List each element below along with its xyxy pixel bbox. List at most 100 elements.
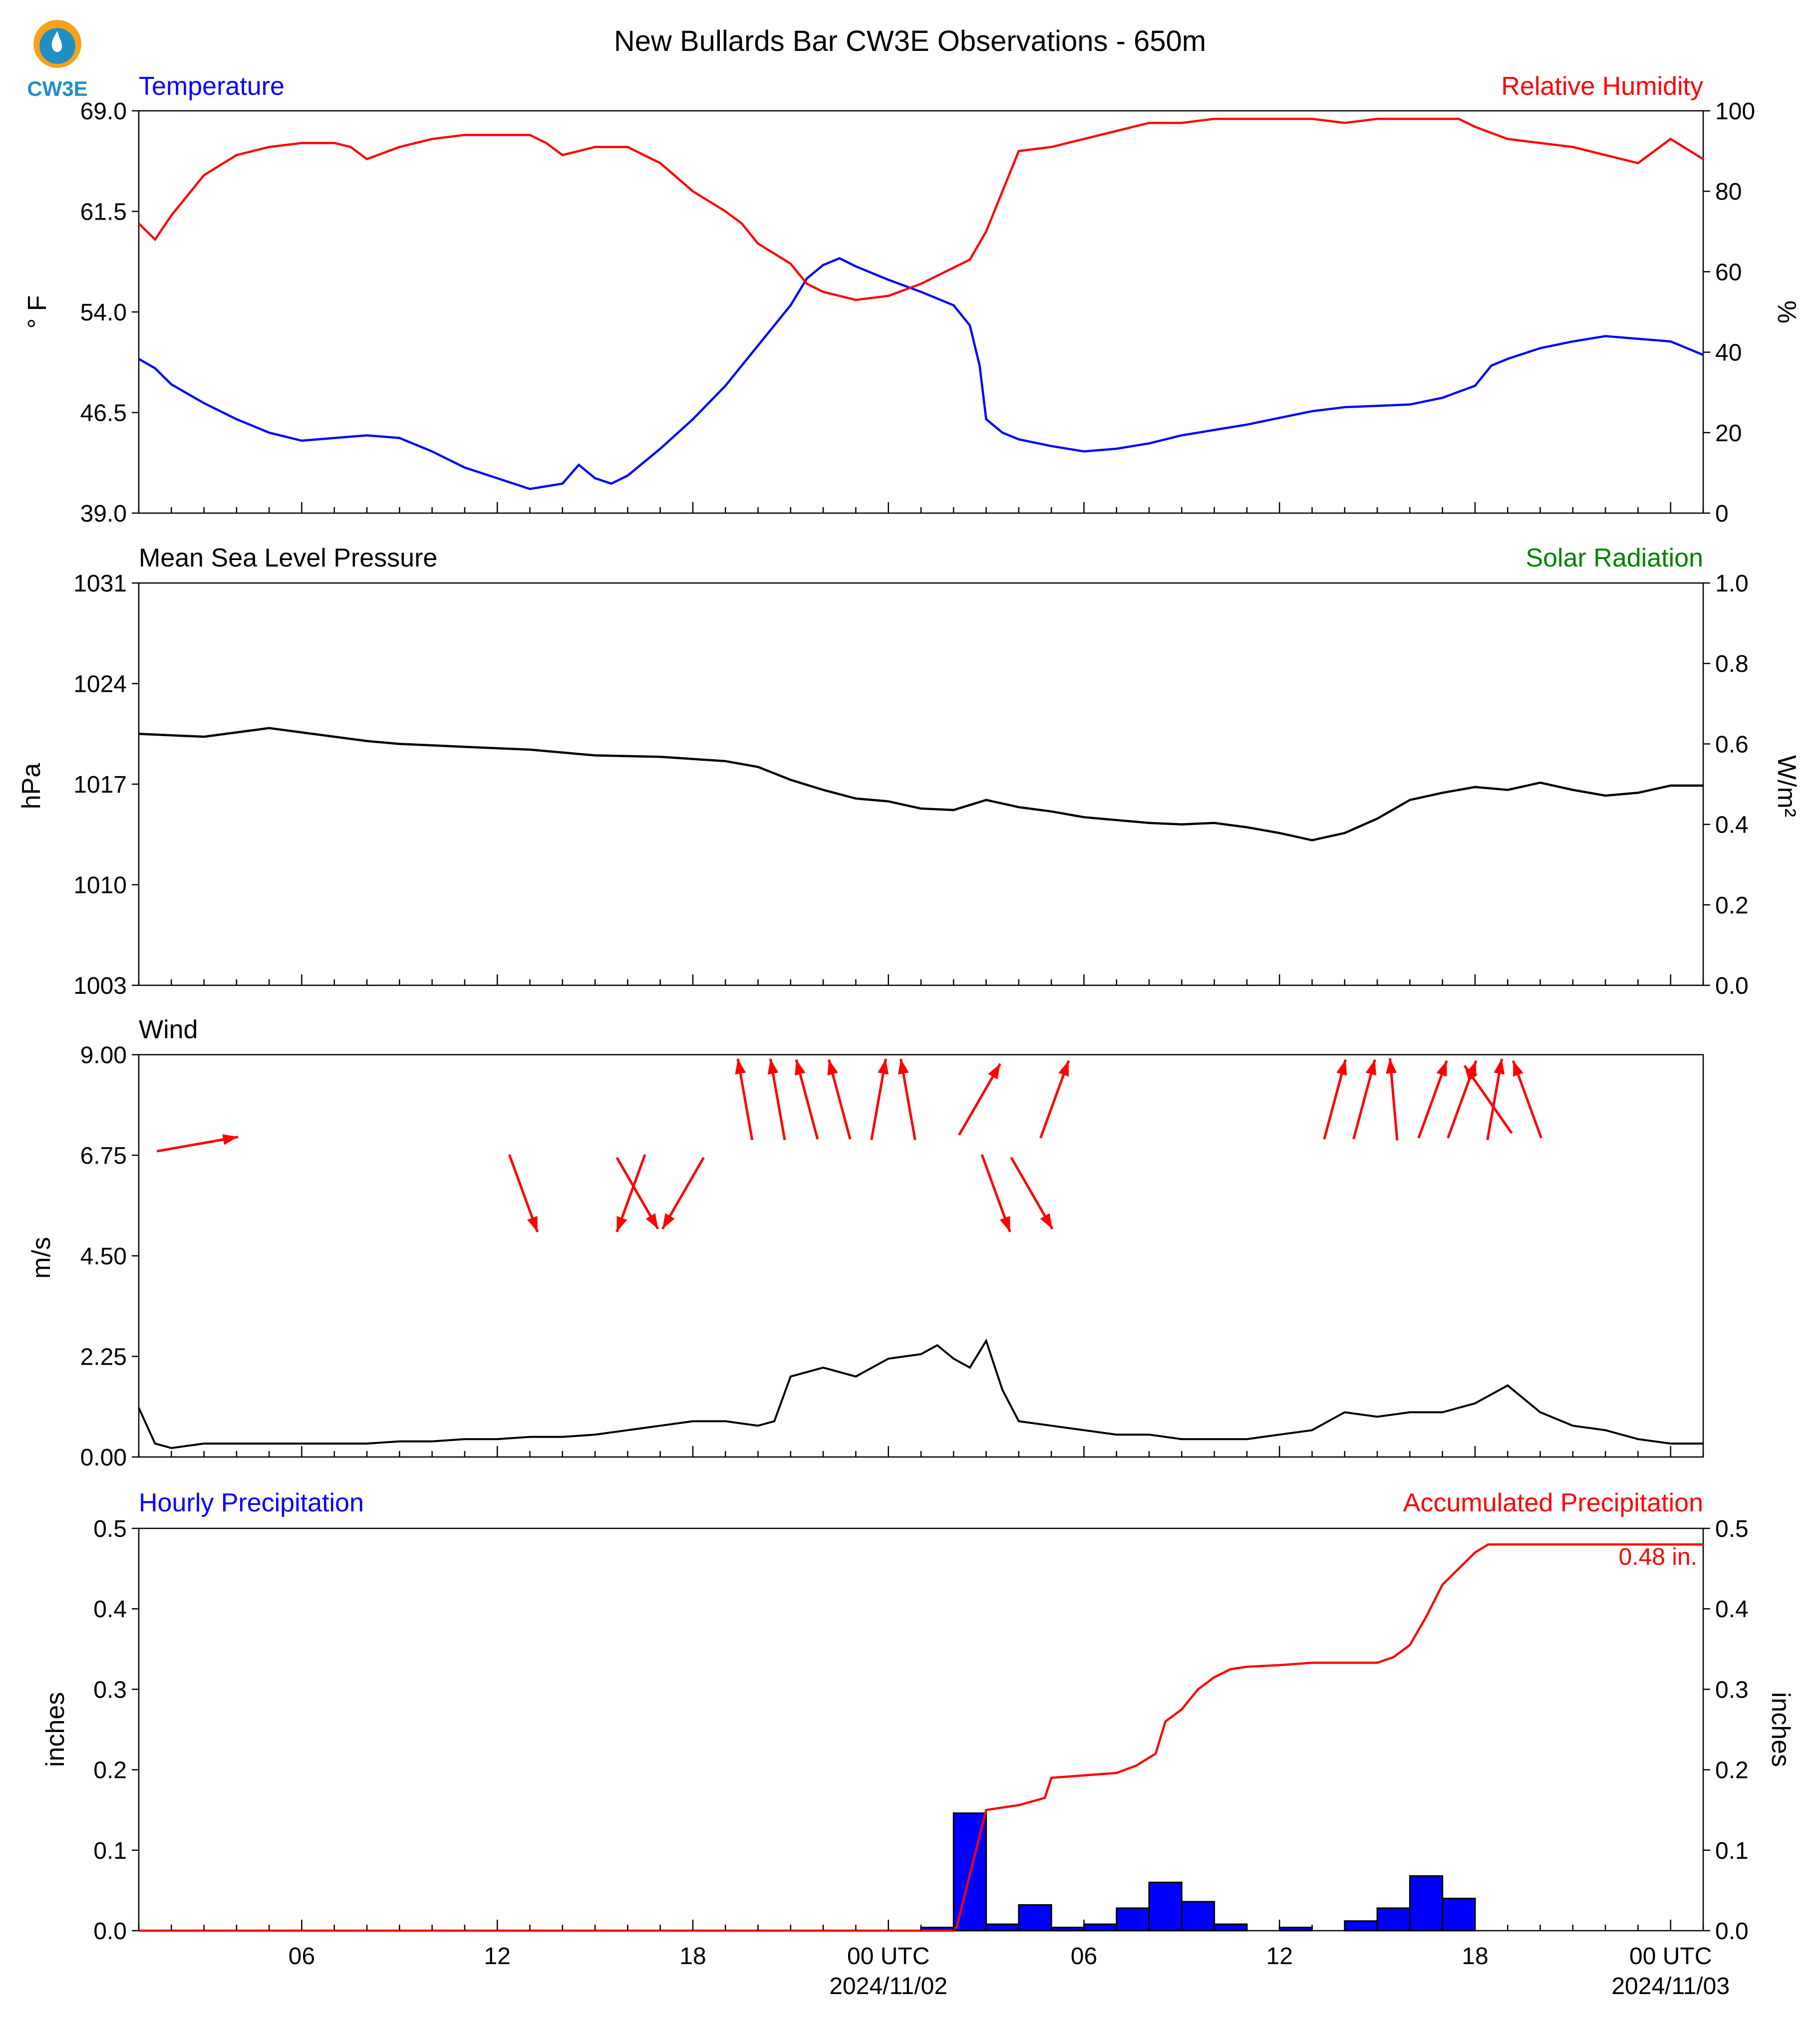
y-tick-label: 0.4 <box>1715 812 1749 839</box>
wind-axis: 9.00 6.75 4.50 2.25 0.00 <box>80 1042 139 1471</box>
chart-title: New Bullards Bar CW3E Observations - 650… <box>614 25 1206 57</box>
y-tick-label: 4.50 <box>80 1243 127 1270</box>
wind-arrow-head <box>527 1216 538 1232</box>
logo-text: CW3E <box>27 77 87 100</box>
y-tick-label: 100 <box>1715 98 1755 125</box>
y-tick-label: 9.00 <box>80 1042 127 1069</box>
x-date-label: 2024/11/02 <box>829 1973 947 2000</box>
precip-bar <box>1083 1923 1118 1932</box>
wind-arrow <box>1323 1059 1347 1140</box>
x-axis-labels: 06 12 18 00 UTC 06 12 18 00 UTC 2024/11/02 2024/1… <box>289 1943 1730 2000</box>
temperature-unit: ° F <box>23 295 52 328</box>
panel-frame <box>138 110 1704 514</box>
y-tick-label: 80 <box>1715 179 1742 205</box>
hourly-precip-axis: 0.5 0.4 0.3 0.2 0.1 0.0 <box>93 1516 139 1945</box>
wind-arrow-head <box>1365 1059 1377 1076</box>
y-tick-label: 54.0 <box>80 299 127 326</box>
wind-arrow-head <box>1386 1058 1397 1074</box>
pressure-label: Mean Sea Level Pressure <box>139 544 437 573</box>
wind-arrow <box>898 1058 916 1141</box>
y-tick-label: 0.8 <box>1715 651 1749 677</box>
y-tick-label: 0.2 <box>93 1757 127 1784</box>
y-tick-label: 0.2 <box>1715 892 1749 919</box>
accum-precip-unit: inches <box>1766 1692 1795 1767</box>
y-tick-label: 0.2 <box>1715 1757 1749 1784</box>
humidity-label: Relative Humidity <box>1501 72 1703 101</box>
wind-arrow <box>1417 1060 1448 1139</box>
hourly-precip-unit: inches <box>41 1692 70 1767</box>
y-tick-label: 0.0 <box>1715 1918 1749 1945</box>
wind-arrow <box>1463 1065 1513 1134</box>
wind-arrow <box>1010 1157 1054 1230</box>
x-tick-label: 12 <box>1266 1943 1293 1970</box>
hourly-precip-bars <box>920 1812 1476 1932</box>
y-tick-label: 0.5 <box>1715 1516 1749 1542</box>
y-tick-label: 0.1 <box>1715 1838 1749 1864</box>
wind-arrow <box>958 1063 1001 1136</box>
wind-arrow <box>767 1058 786 1141</box>
panel-temperature-humidity: Temperature Relative Humidity 69.0 61.5 54… <box>23 72 1801 527</box>
wind-arrow <box>615 1157 659 1230</box>
wind-arrow <box>795 1059 819 1140</box>
wind-arrow <box>980 1154 1011 1233</box>
y-tick-label: 0.1 <box>93 1838 127 1864</box>
y-tick-label: 0.0 <box>1715 973 1749 999</box>
wind-arrow-head <box>1513 1061 1523 1077</box>
wind-arrow-head <box>767 1059 779 1075</box>
pressure-axis: 1031 1024 1017 1010 1003 <box>73 571 139 999</box>
hourly-precip-label: Hourly Precipitation <box>139 1488 364 1517</box>
wind-arrow <box>1512 1060 1542 1139</box>
y-tick-label: 1010 <box>73 872 127 899</box>
x-tick-label: 18 <box>1462 1943 1488 1970</box>
precip-bar <box>1344 1920 1378 1932</box>
x-tick-label: 00 UTC <box>847 1943 929 1970</box>
y-tick-label: 0.0 <box>93 1918 127 1945</box>
y-tick-label: 1003 <box>73 973 127 999</box>
x-ticks <box>138 974 1704 985</box>
y-tick-label: 6.75 <box>80 1143 127 1169</box>
panel-frame <box>138 582 1704 986</box>
wind-arrow-head <box>662 1213 675 1229</box>
wind-arrow <box>870 1058 889 1141</box>
y-tick-label: 39.0 <box>80 501 127 527</box>
wind-arrow-head <box>988 1064 1000 1080</box>
x-tick-label: 06 <box>289 1943 315 1970</box>
precip-bar <box>1018 1904 1052 1932</box>
wind-arrow-head <box>795 1059 806 1076</box>
x-ticks <box>138 502 1704 513</box>
y-tick-label: 2.25 <box>80 1344 127 1371</box>
temperature-axis: 69.0 61.5 54.0 46.5 39.0 <box>80 98 139 527</box>
y-tick-label: 40 <box>1715 340 1742 366</box>
pressure-unit: hPa <box>17 763 46 810</box>
panel-precipitation: Hourly Precipitation Accumulated Precipi… <box>41 1488 1795 2000</box>
y-tick-label: 0.6 <box>1715 731 1749 758</box>
wind-arrow <box>1486 1058 1505 1141</box>
accum-precip-label: Accumulated Precipitation <box>1403 1488 1703 1517</box>
wind-arrow-head <box>898 1059 909 1075</box>
temperature-series <box>138 257 1704 490</box>
y-tick-label: 0.3 <box>1715 1677 1749 1703</box>
y-tick-label: 20 <box>1715 420 1742 447</box>
panel-frame <box>138 1527 1704 1932</box>
y-tick-label: 60 <box>1715 259 1742 286</box>
precip-bar <box>985 1923 1020 1932</box>
y-tick-label: 69.0 <box>80 98 127 125</box>
solar-unit: W/m² <box>1772 755 1801 817</box>
y-tick-label: 0 <box>1715 501 1729 527</box>
panel-frame <box>138 1054 1704 1458</box>
x-tick-label: 00 UTC <box>1629 1943 1712 1970</box>
x-date-label: 2024/11/03 <box>1611 1973 1730 2000</box>
precip-bar <box>1116 1907 1150 1932</box>
wind-speed-series <box>138 1338 1703 1449</box>
wind-arrow-head <box>616 1216 627 1232</box>
x-tick-label: 12 <box>484 1943 511 1970</box>
wind-arrow <box>615 1154 646 1233</box>
x-ticks <box>138 1920 1704 1931</box>
humidity-axis: 100 80 60 40 20 0 <box>1703 98 1755 527</box>
precip-bar <box>1050 1927 1085 1932</box>
cw3e-logo: CW3E <box>27 20 88 100</box>
precip-bar <box>1376 1907 1411 1932</box>
wind-arrow-head <box>1436 1061 1447 1077</box>
wind-arrow-head <box>1040 1213 1053 1229</box>
